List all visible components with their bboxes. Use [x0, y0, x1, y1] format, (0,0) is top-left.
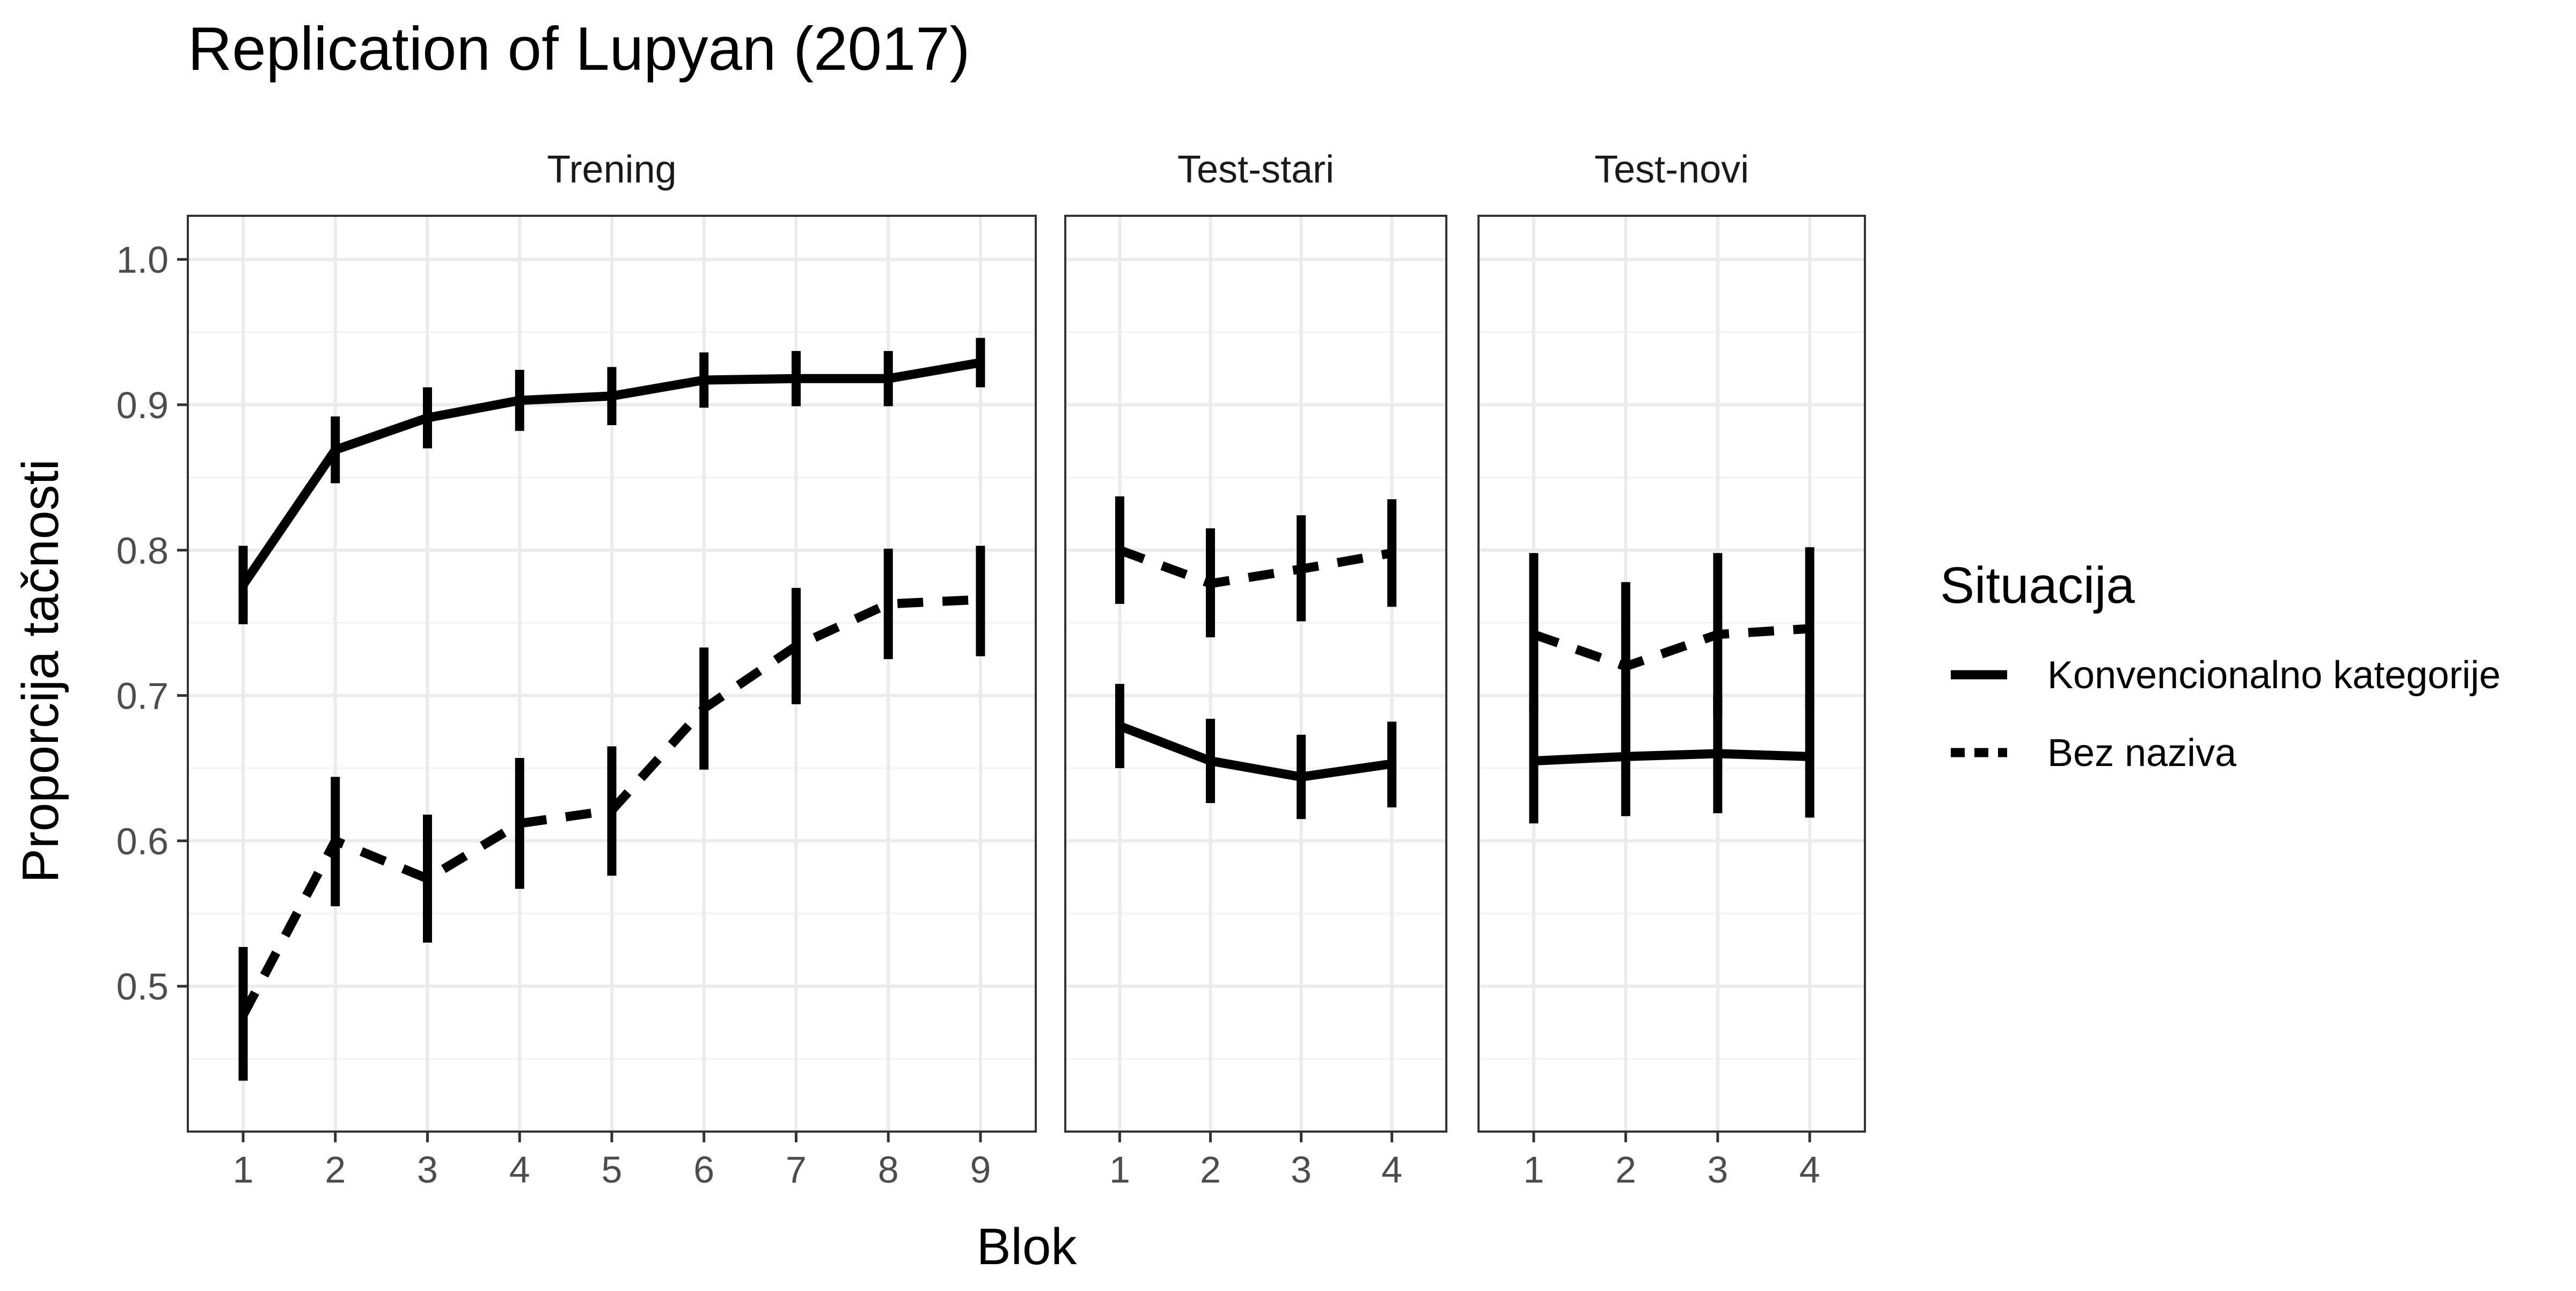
panel-test-novi: Test-novi 1 2 3 4	[1477, 148, 1866, 1191]
x-axis-title: Blok	[977, 1218, 1078, 1275]
x-tick-label: 4	[509, 1149, 530, 1191]
x-tick-label: 3	[1291, 1149, 1312, 1191]
panel-background	[1065, 216, 1446, 1132]
panel-border	[1064, 215, 1447, 1133]
x-tick-label: 3	[417, 1149, 438, 1191]
y-tick-label: 1.0	[116, 239, 169, 281]
x-tick-label: 4	[1381, 1149, 1402, 1191]
x-tick-label: 3	[1707, 1149, 1728, 1191]
x-tick-label: 1	[233, 1149, 254, 1191]
series-line-bez-naziva	[1118, 545, 1393, 588]
series-line-bez-naziva	[1532, 624, 1810, 671]
y-tick-label: 0.8	[116, 530, 169, 572]
x-tick-label: 7	[786, 1149, 807, 1191]
x-tick-label: 9	[970, 1149, 991, 1191]
legend-label: Bez naziva	[2047, 732, 2237, 775]
y-tick-label: 0.9	[116, 384, 169, 426]
series-line-konvencionalno	[1529, 749, 1814, 765]
series-line-konvencionalno	[1115, 721, 1397, 782]
chart-title: Replication of Lupyan (2017)	[188, 15, 970, 83]
panel-test-stari: Test-stari 1 2 3 4	[1064, 148, 1447, 1191]
x-tick-label: 6	[693, 1149, 714, 1191]
y-tick-label: 0.7	[116, 675, 169, 717]
panel-background	[1479, 216, 1865, 1132]
y-tick-label: 0.5	[116, 966, 169, 1008]
legend-label: Konvencionalno kategorije	[2047, 654, 2501, 697]
legend: Situacija Konvencionalno kategorije Bez n…	[1940, 557, 2501, 775]
x-tick-label: 8	[878, 1149, 899, 1191]
x-tick-label: 1	[1523, 1149, 1544, 1191]
panel-strip-label: Test-stari	[1177, 148, 1334, 191]
y-axis-title: Proporcija tačnosti	[12, 459, 69, 883]
panel-strip-label: Trening	[547, 148, 676, 191]
legend-title: Situacija	[1940, 557, 2135, 614]
panels: Trening 1 2 3 4 5 6 7 8 9 0.5 0.6 0.7 0.8 0.9 1.0 Test-s…	[116, 148, 1866, 1191]
panel-strip-label: Test-novi	[1594, 148, 1749, 191]
x-tick-label: 1	[1109, 1149, 1130, 1191]
x-tick-label: 2	[325, 1149, 346, 1191]
panel-border	[1477, 215, 1866, 1133]
x-tick-label: 2	[1200, 1149, 1221, 1191]
x-tick-label: 2	[1615, 1149, 1636, 1191]
x-tick-label: 5	[602, 1149, 623, 1191]
panel-trening: Trening 1 2 3 4 5 6 7 8 9 0.5 0.6 0.7 0.8 0.9 1.0	[116, 148, 1037, 1191]
y-tick-label: 0.6	[116, 820, 169, 862]
x-tick-label: 4	[1799, 1149, 1820, 1191]
